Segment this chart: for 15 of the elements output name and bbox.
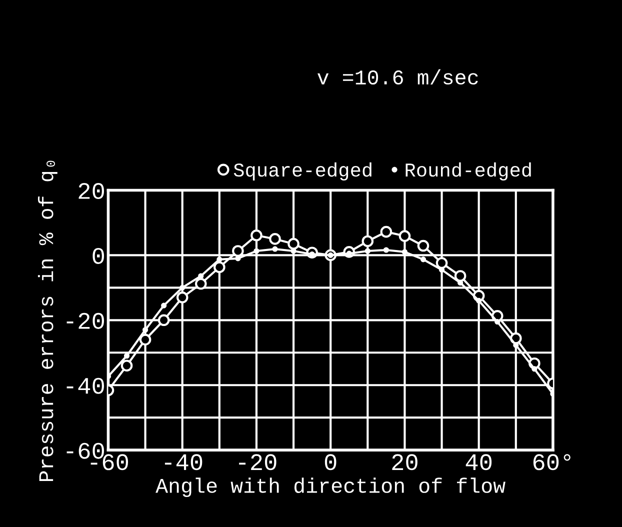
x-tick-label: 20 <box>392 454 418 470</box>
x-tick-label: 40 <box>466 454 492 470</box>
y-axis-title: Pressure errors in % of q₀ <box>38 160 58 482</box>
y-tick-label: -20 <box>66 312 104 329</box>
x-tick-label: -40 <box>164 454 202 470</box>
legend-label: Square-edged <box>234 162 372 181</box>
legend-label: Round-edged <box>406 162 531 181</box>
y-tick-label: 0 <box>92 248 104 264</box>
y-tick-label: -40 <box>66 378 104 394</box>
y-tick-label: 20 <box>78 183 104 200</box>
chart-title: v =10.6 m/sec <box>318 69 478 85</box>
x-tick-label: -20 <box>239 454 276 470</box>
x-tick-label: 60° <box>533 454 570 470</box>
x-axis-title: Angle with direction of flow <box>156 478 506 498</box>
x-tick-label: 0 <box>324 454 336 470</box>
